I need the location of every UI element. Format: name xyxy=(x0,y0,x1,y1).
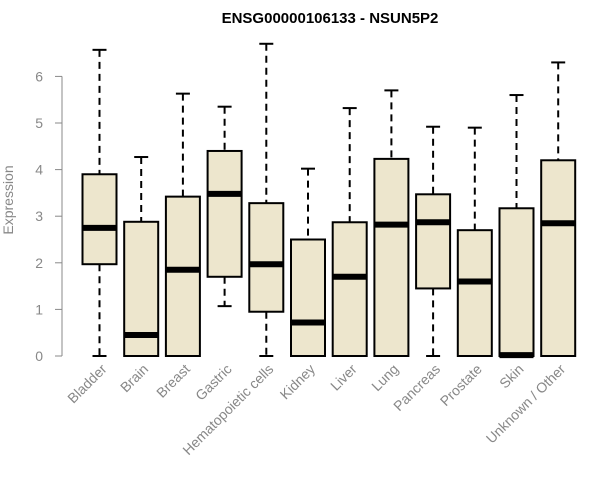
box-liver xyxy=(331,107,368,357)
box-brain xyxy=(123,156,160,357)
iqr-box xyxy=(290,238,326,357)
iqr-box xyxy=(206,149,243,278)
iqr-box xyxy=(164,195,201,357)
y-tick-label: 2 xyxy=(35,255,43,271)
x-tick-label: Brain xyxy=(117,361,151,395)
x-tick-label: Prostate xyxy=(437,361,485,409)
iqr-box xyxy=(373,157,410,357)
box-pancreas xyxy=(415,125,452,357)
y-tick-label: 5 xyxy=(35,115,43,131)
iqr-box xyxy=(456,229,493,357)
box-kidney xyxy=(290,167,326,357)
box-gastric xyxy=(206,105,243,308)
x-tick-label: Unknown / Other xyxy=(483,361,569,447)
y-tick-label: 4 xyxy=(35,162,43,178)
boxes xyxy=(81,42,577,359)
y-tick-label: 1 xyxy=(35,301,43,317)
iqr-box xyxy=(498,207,535,357)
box-skin xyxy=(498,94,535,359)
y-tick-label: 0 xyxy=(35,348,43,364)
box-prostate xyxy=(456,126,493,357)
y-tick-label: 6 xyxy=(35,68,43,84)
iqr-box xyxy=(415,193,452,290)
x-tick-label: Liver xyxy=(327,361,360,394)
iqr-box xyxy=(540,159,577,357)
box-hematopoietic-cells xyxy=(248,42,285,357)
iqr-box xyxy=(331,221,368,357)
box-bladder xyxy=(81,48,118,357)
x-tick-label: Lung xyxy=(368,361,401,394)
iqr-box xyxy=(248,202,285,313)
y-tick-label: 3 xyxy=(35,208,43,224)
y-axis-label: Expression xyxy=(0,165,16,234)
box-lung xyxy=(373,89,410,357)
box-breast xyxy=(164,92,201,357)
x-tick-label: Bladder xyxy=(64,361,110,407)
box-unknown-other xyxy=(540,61,577,357)
x-tick-label: Kidney xyxy=(277,361,319,403)
y-axis: 0 1 2 3 4 5 6 xyxy=(35,68,63,364)
iqr-box xyxy=(81,173,118,266)
x-tick-label: Breast xyxy=(153,361,193,401)
x-tick-label: Skin xyxy=(496,361,527,392)
chart-title: ENSG00000106133 - NSUN5P2 xyxy=(222,10,439,27)
